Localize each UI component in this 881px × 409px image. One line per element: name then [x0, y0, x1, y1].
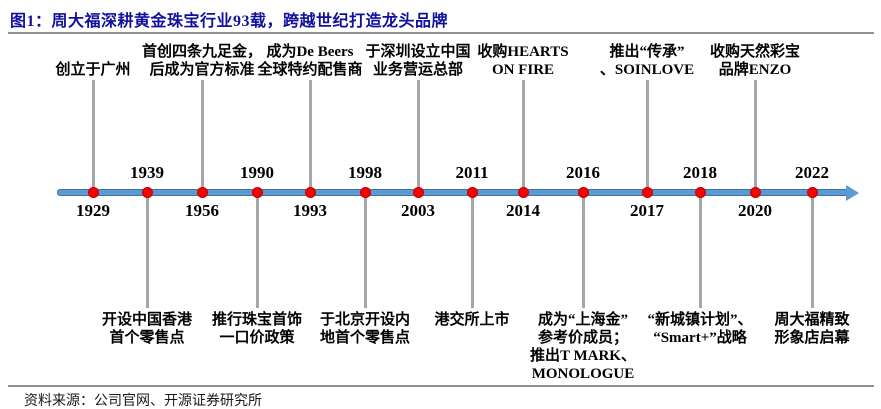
event-connector-1939 [145, 197, 149, 308]
event-connector-2020 [753, 80, 757, 189]
event-note-1990: 推行珠宝首饰 一口价政策 [211, 312, 302, 346]
event-dot-1998 [359, 186, 371, 198]
event-year-1939: 1939 [130, 163, 164, 182]
event-connector-1956 [200, 80, 204, 189]
event-note-1993: 成为De Beers 全球特约配售商 [257, 44, 363, 78]
event-dot-2020 [749, 186, 761, 198]
event-dot-2014 [517, 186, 529, 198]
source-divider [8, 385, 874, 387]
event-dot-1939 [141, 186, 153, 198]
event-note-2011: 港交所上市 [434, 312, 510, 328]
event-year-1956: 1956 [185, 201, 219, 220]
source-note: 资料来源：公司官网、开源证券研究所 [24, 394, 262, 409]
event-dot-2011 [466, 186, 478, 198]
event-note-2014: 收购HEARTS ON FIRE [477, 44, 569, 78]
event-connector-1990 [255, 197, 259, 308]
timeline-arrow-icon [846, 184, 859, 201]
event-note-2017: 推出“传承” 、SOINLOVE [599, 44, 695, 78]
event-year-1929: 1929 [76, 201, 110, 220]
event-connector-1998 [363, 197, 367, 308]
event-dot-1990 [251, 186, 263, 198]
event-year-2016: 2016 [566, 163, 600, 182]
event-connector-2022 [810, 197, 814, 308]
event-note-2016: 成为“上海金” 参考价成员； 推出T MARK、 MONOLOGUE [530, 312, 636, 382]
event-note-1939: 开设中国香港 首个零售点 [101, 312, 192, 346]
event-note-1998: 于北京开设内 地首个零售点 [319, 312, 410, 346]
event-dot-2018 [694, 186, 706, 198]
event-connector-2011 [470, 197, 474, 308]
event-year-2022: 2022 [795, 163, 829, 182]
event-note-2018: “新城镇计划”、 “Smart+”战略 [647, 312, 753, 346]
event-dot-2003 [412, 186, 424, 198]
event-note-1956: 首创四条九足金， 后成为官方标准 [141, 44, 262, 78]
timeline-axis [57, 189, 848, 196]
event-dot-1929 [87, 186, 99, 198]
event-year-1990: 1990 [240, 163, 274, 182]
event-connector-1929 [91, 80, 95, 189]
event-year-2017: 2017 [630, 201, 664, 220]
event-note-1929: 创立于广州 [55, 62, 131, 78]
event-dot-2016 [577, 186, 589, 198]
event-dot-1993 [304, 186, 316, 198]
event-year-2011: 2011 [455, 163, 489, 182]
event-year-2014: 2014 [506, 201, 540, 220]
event-connector-2017 [645, 80, 649, 189]
event-dot-2017 [641, 186, 653, 198]
event-year-2003: 2003 [401, 201, 435, 220]
event-connector-1993 [308, 80, 312, 189]
event-year-2020: 2020 [738, 201, 772, 220]
event-connector-2018 [698, 197, 702, 308]
figure-title: 图1：周大福深耕黄金珠宝行业93载，跨越世纪打造龙头品牌 [10, 13, 449, 30]
event-year-2018: 2018 [683, 163, 717, 182]
event-year-1993: 1993 [293, 201, 327, 220]
event-dot-2022 [806, 186, 818, 198]
event-dot-1956 [196, 186, 208, 198]
event-connector-2014 [521, 80, 525, 189]
event-year-1998: 1998 [348, 163, 382, 182]
title-divider [8, 32, 874, 34]
event-connector-2016 [581, 197, 585, 308]
event-note-2020: 收购天然彩宝 品牌ENZO [709, 44, 800, 78]
event-note-2003: 于深圳设立中国 业务营运总部 [365, 44, 471, 78]
event-note-2022: 周大福精致 形象店启幕 [774, 312, 850, 346]
event-connector-2003 [416, 80, 420, 189]
